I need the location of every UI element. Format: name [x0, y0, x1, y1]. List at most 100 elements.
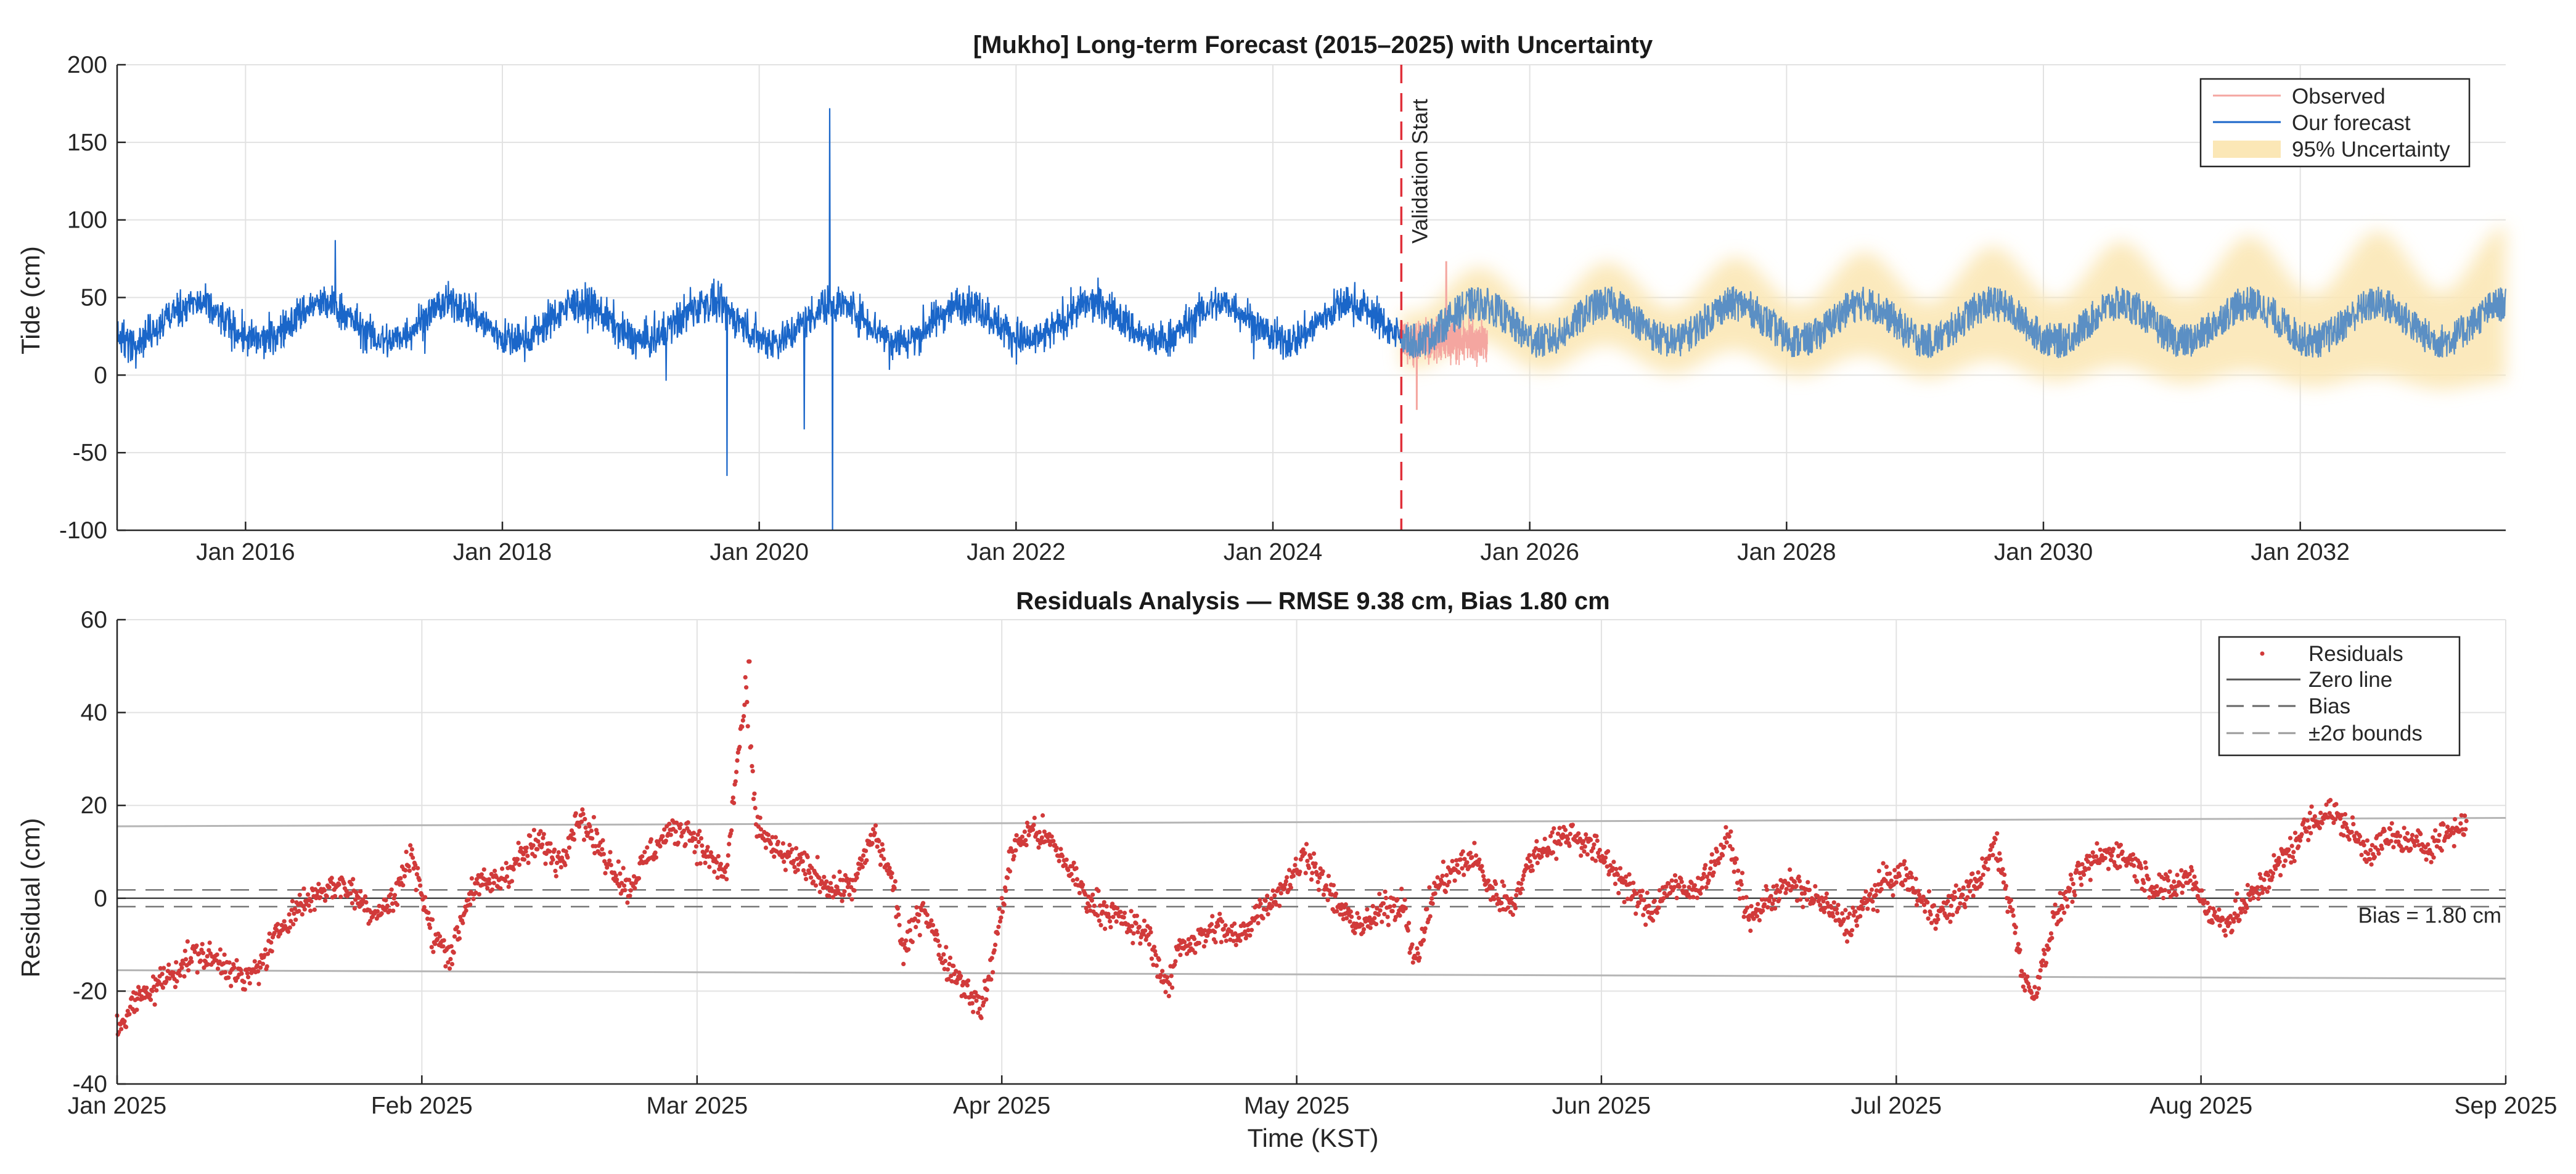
residual-point	[1385, 914, 1390, 919]
residual-point	[274, 927, 279, 933]
residual-point	[160, 985, 165, 990]
residual-point	[2016, 942, 2021, 946]
residual-point	[879, 853, 884, 858]
residual-point	[2097, 860, 2102, 866]
residual-point	[1178, 953, 1183, 958]
residual-point	[1472, 840, 1477, 845]
residual-point	[1642, 898, 1646, 903]
residual-point	[2431, 855, 2436, 860]
residual-point	[1063, 863, 1068, 868]
residual-point	[1978, 876, 1983, 880]
residual-point	[1585, 852, 1590, 857]
residual-point	[2292, 858, 2297, 863]
residual-point	[744, 685, 749, 690]
residual-point	[2233, 898, 2238, 903]
residual-point	[287, 925, 292, 930]
residual-point	[1603, 855, 1608, 860]
residual-point	[356, 895, 361, 900]
residual-point	[667, 821, 672, 826]
residual-point	[991, 970, 996, 975]
residual-point	[2351, 822, 2356, 827]
residual-point	[1102, 900, 1106, 905]
residual-point	[1646, 903, 1651, 908]
residual-point	[509, 879, 515, 884]
residual-point	[1777, 897, 1781, 901]
residual-point	[2041, 948, 2046, 953]
residual-point	[2132, 874, 2137, 879]
residual-point	[1122, 911, 1127, 916]
residuals-ytick-label: 0	[94, 885, 107, 912]
residual-point	[700, 843, 705, 848]
residual-point	[1420, 926, 1425, 932]
residual-point	[1444, 872, 1449, 878]
residual-point	[1352, 930, 1357, 935]
residual-point	[2194, 880, 2199, 885]
residual-point	[1276, 886, 1281, 891]
residual-point	[2043, 961, 2049, 966]
residual-point	[1447, 879, 1452, 884]
residual-point	[616, 859, 621, 864]
residual-point	[2237, 917, 2242, 922]
residual-point	[1173, 959, 1178, 964]
residual-point	[2179, 868, 2184, 873]
residual-point	[1248, 921, 1253, 926]
residual-point	[1723, 825, 1728, 830]
residual-point	[2370, 843, 2374, 848]
residual-point	[2002, 872, 2007, 877]
residual-point	[753, 805, 758, 811]
residual-point	[430, 917, 435, 922]
residual-point	[287, 912, 292, 917]
residual-point	[1968, 879, 1973, 884]
residual-point	[734, 770, 739, 774]
residual-point	[528, 834, 533, 839]
residual-point	[2172, 879, 2177, 884]
residual-point	[1037, 829, 1042, 835]
residual-point	[869, 832, 873, 837]
residual-point	[1129, 924, 1135, 929]
residual-point	[1493, 881, 1499, 886]
residual-point	[1165, 975, 1170, 980]
residual-point	[1774, 883, 1779, 888]
residual-point	[1527, 859, 1532, 864]
residual-point	[2162, 888, 2167, 893]
residual-point	[625, 900, 630, 905]
residual-point	[914, 924, 918, 930]
residual-point	[2372, 855, 2377, 860]
residual-point	[1298, 857, 1303, 862]
residual-point	[215, 952, 219, 957]
residual-point	[645, 845, 650, 850]
residual-point	[804, 877, 809, 882]
forecast-xtick-label: Jan 2026	[1480, 539, 1579, 565]
residual-point	[1263, 898, 1268, 903]
residual-point	[1203, 938, 1208, 943]
residual-point	[2461, 832, 2466, 837]
residual-point	[291, 922, 296, 927]
residual-point	[119, 1027, 124, 1032]
residual-point	[2361, 843, 2366, 848]
residual-point	[583, 825, 588, 830]
residual-point	[1081, 882, 1086, 887]
residual-point	[1036, 845, 1041, 850]
residual-point	[907, 928, 912, 933]
forecast-y-axis-label: Tide (cm)	[16, 246, 45, 355]
residuals-xtick-label: Sep 2025	[2455, 1093, 2558, 1119]
residual-point	[2085, 859, 2090, 864]
residual-point	[2260, 890, 2265, 895]
residual-point	[498, 886, 503, 891]
residual-point	[1410, 960, 1415, 965]
residual-point	[428, 926, 433, 930]
residual-point	[587, 824, 592, 829]
residual-point	[2230, 929, 2235, 934]
forecast-xtick-label: Jan 2022	[967, 539, 1065, 565]
residual-point	[889, 871, 894, 876]
residual-point	[1913, 876, 1918, 881]
residual-point	[1946, 893, 1951, 898]
residual-point	[999, 915, 1004, 920]
upper-2sigma-bound-line	[117, 817, 2506, 827]
residual-point	[2205, 900, 2210, 905]
residual-point	[134, 1008, 139, 1012]
residual-point	[1582, 844, 1587, 849]
residual-point	[1998, 857, 2003, 862]
residual-point	[269, 940, 274, 945]
